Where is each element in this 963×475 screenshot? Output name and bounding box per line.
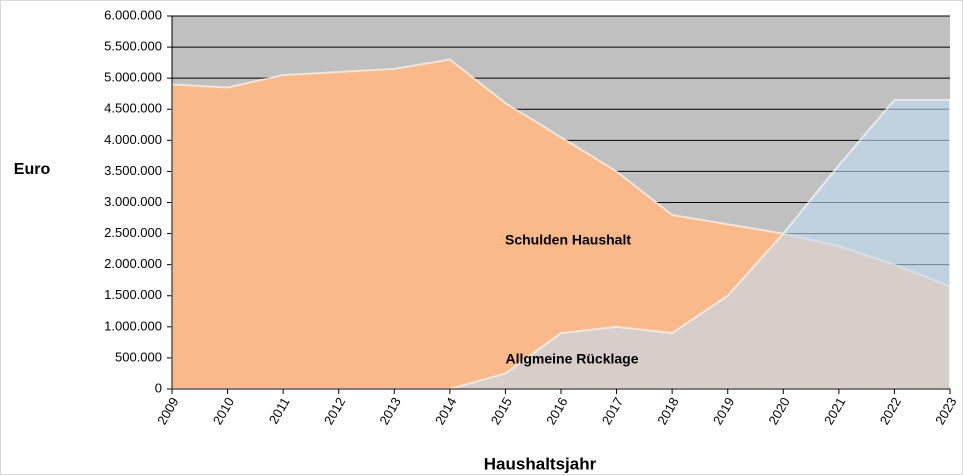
y-tick-label: 500.000	[115, 349, 162, 364]
y-tick-label: 0	[155, 380, 162, 395]
y-tick-label: 3.500.000	[104, 163, 162, 178]
y-tick-label: 2.000.000	[104, 256, 162, 271]
x-axis-label: Haushaltsjahr	[484, 454, 597, 473]
y-tick-label: 1.000.000	[104, 318, 162, 333]
y-tick-label: 5.000.000	[104, 70, 162, 85]
series-label: Schulden Haushalt	[505, 232, 631, 248]
series-label: Allgmeine Rücklage	[505, 351, 638, 367]
y-tick-label: 6.000.000	[104, 7, 162, 22]
y-tick-label: 3.000.000	[104, 194, 162, 209]
y-axis-label: Euro	[14, 161, 51, 178]
y-tick-label: 4.500.000	[104, 101, 162, 116]
y-tick-label: 1.500.000	[104, 287, 162, 302]
y-tick-label: 2.500.000	[104, 225, 162, 240]
y-tick-label: 4.000.000	[104, 132, 162, 147]
y-tick-label: 5.500.000	[104, 39, 162, 54]
